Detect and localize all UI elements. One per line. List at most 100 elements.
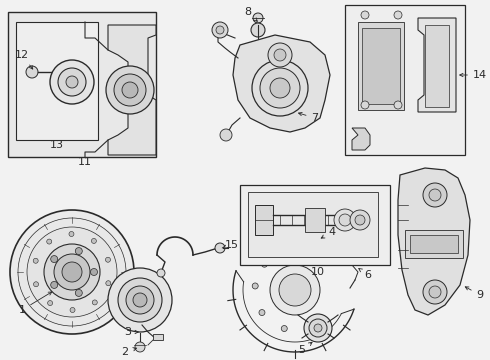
Circle shape [33,258,38,263]
Circle shape [91,269,98,275]
Circle shape [70,307,75,312]
Circle shape [118,278,162,322]
Bar [248,192,378,257]
Circle shape [106,66,154,114]
Circle shape [122,82,138,98]
Circle shape [62,262,82,282]
Circle shape [57,64,73,80]
Circle shape [108,268,172,332]
Circle shape [252,283,258,289]
Bar [345,5,465,155]
Circle shape [260,68,300,108]
Text: 13: 13 [50,140,64,150]
Text: 15: 15 [222,240,239,250]
Circle shape [69,231,74,237]
Circle shape [361,101,369,109]
Text: 12: 12 [15,50,33,69]
Circle shape [339,214,351,226]
Circle shape [18,218,126,326]
Circle shape [126,286,154,314]
Circle shape [10,210,134,334]
Text: 1: 1 [19,292,52,315]
Circle shape [50,256,58,262]
Text: 8: 8 [245,7,257,21]
Circle shape [44,244,100,300]
Polygon shape [233,35,330,132]
Circle shape [334,209,356,231]
Bar [405,230,463,258]
Circle shape [259,310,265,316]
Text: 10: 10 [311,267,325,277]
Circle shape [92,300,98,305]
Bar [8,12,156,157]
Circle shape [423,183,447,207]
Circle shape [212,22,228,38]
Circle shape [66,76,78,88]
Text: 3: 3 [124,327,138,337]
Bar [305,208,325,232]
Circle shape [106,281,111,286]
Circle shape [135,342,145,352]
Circle shape [220,129,232,141]
Circle shape [252,60,308,116]
Bar [153,334,163,340]
Text: 4: 4 [321,227,336,238]
Text: 5: 5 [298,342,312,355]
Bar [362,28,400,104]
Circle shape [157,269,165,277]
Circle shape [253,13,263,23]
Circle shape [33,282,39,287]
Text: 6: 6 [359,269,371,280]
Circle shape [54,254,90,290]
Text: 9: 9 [465,287,484,300]
Bar [425,25,449,107]
Circle shape [350,210,370,230]
Circle shape [309,319,327,337]
Circle shape [262,261,268,267]
Circle shape [274,49,286,61]
Circle shape [429,286,441,298]
Circle shape [429,189,441,201]
Text: 2: 2 [122,347,137,357]
Polygon shape [418,18,456,112]
Circle shape [105,257,110,262]
Circle shape [58,68,86,96]
Circle shape [270,78,290,98]
Circle shape [268,43,292,67]
Circle shape [48,301,52,306]
Bar [240,185,390,265]
Circle shape [75,248,82,255]
Polygon shape [398,168,470,315]
Bar [358,22,404,110]
Circle shape [216,26,224,34]
Circle shape [423,280,447,304]
Bar [255,205,273,235]
Circle shape [133,293,147,307]
Circle shape [314,324,322,332]
Circle shape [114,74,146,106]
Circle shape [251,23,265,37]
Circle shape [215,243,225,253]
Circle shape [270,265,320,315]
Circle shape [304,314,332,342]
Circle shape [361,11,369,19]
Text: 11: 11 [78,157,92,167]
Polygon shape [352,128,370,150]
Bar [16,22,98,140]
Circle shape [47,239,52,244]
Circle shape [26,66,38,78]
Circle shape [352,252,360,260]
Circle shape [281,325,287,332]
Circle shape [75,289,82,296]
Text: 7: 7 [298,112,318,123]
Circle shape [394,11,402,19]
Circle shape [27,227,117,317]
Circle shape [50,282,58,288]
Circle shape [305,325,311,331]
Circle shape [279,274,311,306]
Bar [410,235,458,253]
Circle shape [50,60,94,104]
Circle shape [92,238,97,243]
Text: 14: 14 [460,70,487,80]
Circle shape [394,101,402,109]
